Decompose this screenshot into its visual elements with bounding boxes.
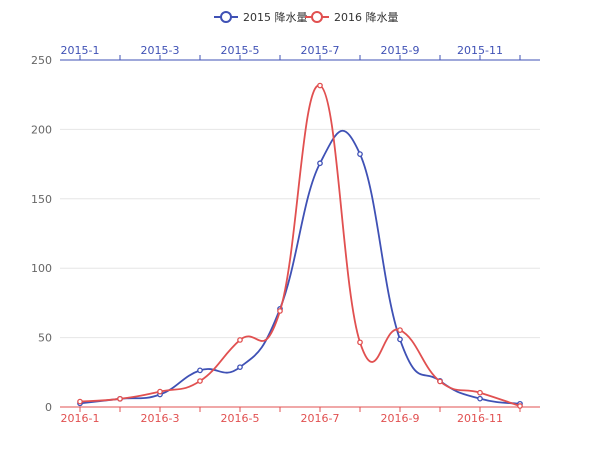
- data-point: [157, 388, 163, 395]
- data-point: [517, 403, 523, 409]
- y-tick-label: 50: [38, 332, 52, 345]
- x-axis-bottom-tick-label: 2016-1: [61, 412, 100, 425]
- x-axis-top-tick-label: 2015-3: [141, 44, 180, 57]
- y-tick-label: 250: [31, 54, 52, 67]
- data-point: [317, 160, 323, 167]
- y-tick-label: 100: [31, 262, 52, 275]
- grid-lines: [60, 128, 540, 339]
- axes: 0 50 100 150 200 250 2015-1 2015-3 2015-5 2015-7 2…: [31, 44, 540, 425]
- series-2: [77, 82, 523, 409]
- legend-marker: [220, 11, 232, 23]
- x-axis-top-tick-label: 2015-1: [61, 44, 100, 57]
- data-point: [397, 327, 403, 333]
- data-point: [317, 82, 323, 89]
- data-point: [357, 151, 363, 157]
- x-axis-bottom-tick-label: 2016-5: [221, 412, 260, 425]
- series-line: [79, 84, 521, 407]
- x-axis-bottom-tick-label: 2016-3: [141, 412, 180, 425]
- data-point: [117, 395, 123, 402]
- data-point: [237, 364, 243, 371]
- x-axis-top-tick-label: 2015-9: [381, 44, 420, 57]
- y-tick-label: 0: [45, 401, 52, 414]
- data-point: [437, 378, 443, 385]
- legend: 2015 降水量 2016 降水量: [214, 10, 399, 24]
- series-layer: [77, 82, 523, 409]
- y-tick-label: 200: [31, 123, 52, 136]
- x-axis-top-tick-label: 2015-11: [457, 44, 503, 57]
- legend-marker: [311, 11, 323, 23]
- data-point: [77, 398, 83, 405]
- legend-item-2: 2016 降水量: [305, 10, 399, 24]
- legend-item-1: 2015 降水量: [214, 10, 308, 24]
- y-tick-label: 150: [31, 193, 52, 206]
- x-axis-top-tick-label: 2015-7: [301, 44, 340, 57]
- data-point: [197, 378, 203, 384]
- data-point: [277, 308, 283, 314]
- data-point: [477, 389, 483, 396]
- legend-label: 2016 降水量: [334, 10, 399, 24]
- x-axis-bottom-tick-label: 2016-7: [301, 412, 340, 425]
- data-point: [397, 336, 403, 343]
- legend-label: 2015 降水量: [243, 10, 308, 24]
- data-point: [237, 337, 243, 343]
- x-axis-top-tick-label: 2015-5: [221, 44, 260, 57]
- data-point: [357, 339, 363, 346]
- x-axis-bottom-tick-label: 2016-11: [457, 412, 503, 425]
- data-point: [197, 367, 203, 374]
- data-point: [477, 395, 483, 402]
- x-axis-bottom-tick-label: 2016-9: [381, 412, 420, 425]
